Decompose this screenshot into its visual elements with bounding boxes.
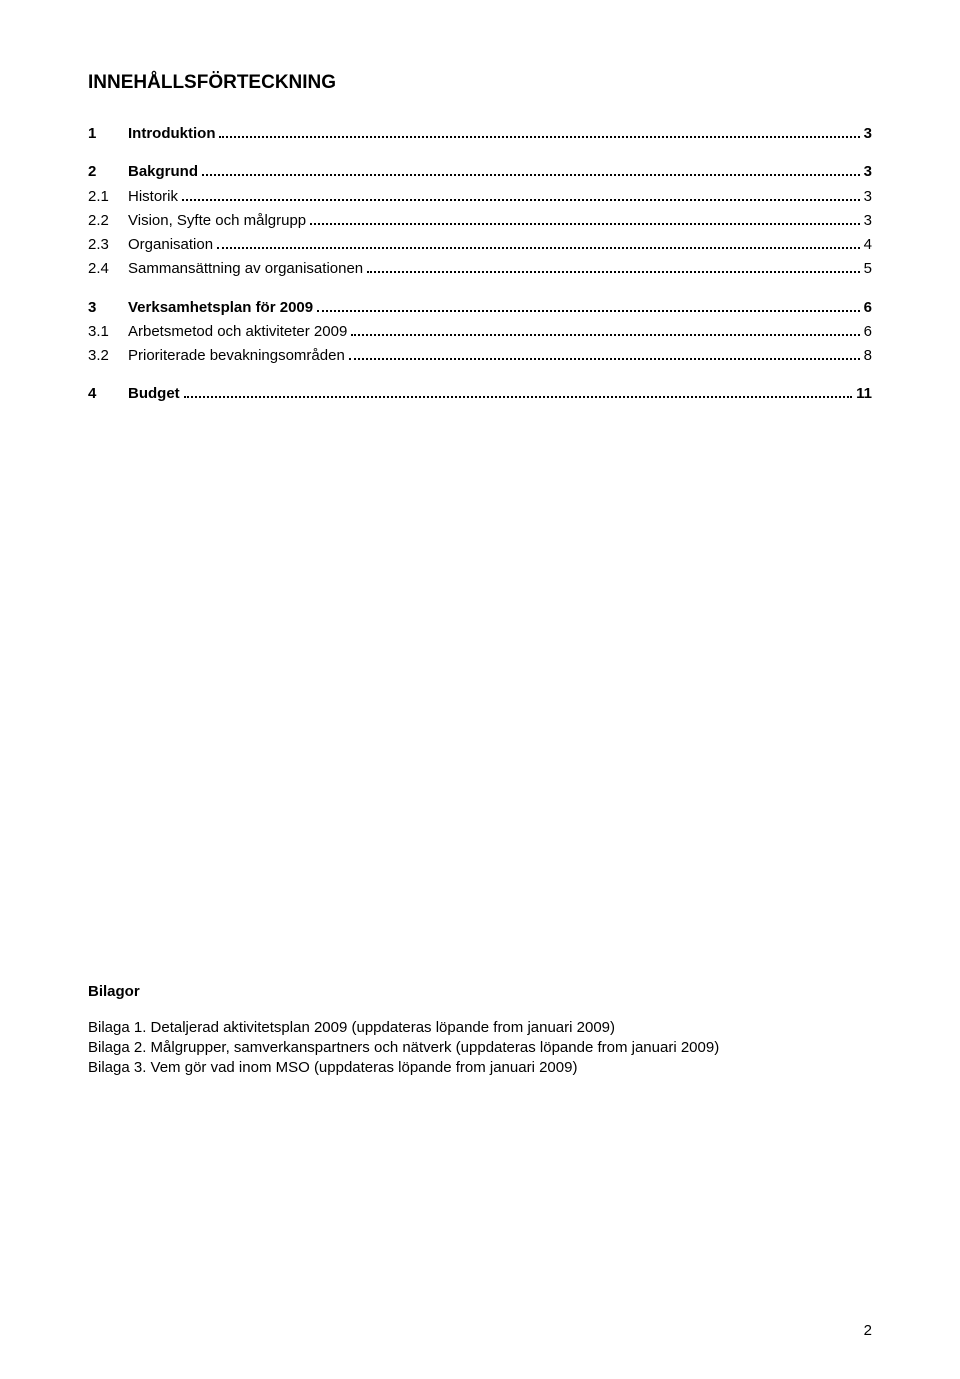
toc-number: 3.1 <box>88 322 128 342</box>
toc-label: Prioriterade bevakningsområden <box>128 346 345 366</box>
toc-page-number: 5 <box>864 259 872 279</box>
toc-number: 2.3 <box>88 235 128 255</box>
toc-number: 2.1 <box>88 187 128 207</box>
toc-page-number: 3 <box>864 162 872 182</box>
toc-row: 3.1Arbetsmetod och aktiviteter 2009 6 <box>88 322 872 342</box>
toc-row: 3.2Prioriterade bevakningsområden 8 <box>88 346 872 366</box>
toc-number: 2.4 <box>88 259 128 279</box>
toc-row: 2.2Vision, Syfte och målgrupp 3 <box>88 211 872 231</box>
toc-leader-dots <box>202 164 860 176</box>
toc-page-number: 3 <box>864 211 872 231</box>
page-title: INNEHÅLLSFÖRTECKNING <box>88 72 872 94</box>
toc-leader-dots <box>182 189 860 201</box>
toc-number: 4 <box>88 384 128 404</box>
toc-leader-dots <box>367 261 860 273</box>
toc-page-number: 6 <box>864 322 872 342</box>
toc-row: 2.1Historik 3 <box>88 187 872 207</box>
toc-label: Historik <box>128 187 178 207</box>
toc-label: Vision, Syfte och målgrupp <box>128 211 306 231</box>
toc-label: Bakgrund <box>128 162 198 182</box>
toc-page-number: 4 <box>864 235 872 255</box>
toc-row: 4Budget 11 <box>88 384 872 404</box>
toc-leader-dots <box>217 237 860 249</box>
toc-number: 2 <box>88 162 128 182</box>
toc-row: 1Introduktion 3 <box>88 124 872 144</box>
toc-row: 2.4Sammansättning av organisationen 5 <box>88 259 872 279</box>
toc-row: 2Bakgrund 3 <box>88 162 872 182</box>
table-of-contents: 1Introduktion 32Bakgrund 32.1Historik 32… <box>88 124 872 405</box>
page-number: 2 <box>864 1322 872 1339</box>
toc-page-number: 8 <box>864 346 872 366</box>
toc-leader-dots <box>219 126 859 138</box>
toc-page-number: 11 <box>856 384 872 404</box>
toc-page-number: 3 <box>864 124 872 144</box>
toc-label: Verksamhetsplan för 2009 <box>128 298 313 318</box>
page: INNEHÅLLSFÖRTECKNING 1Introduktion 32Bak… <box>0 0 960 1379</box>
toc-number: 3 <box>88 298 128 318</box>
toc-number: 2.2 <box>88 211 128 231</box>
bilagor-list: Bilaga 1. Detaljerad aktivitetsplan 2009… <box>88 1018 872 1079</box>
toc-leader-dots <box>349 348 860 360</box>
bilagor-line: Bilaga 1. Detaljerad aktivitetsplan 2009… <box>88 1018 872 1038</box>
bilagor-heading: Bilagor <box>88 983 872 1000</box>
toc-label: Budget <box>128 384 180 404</box>
toc-label: Introduktion <box>128 124 215 144</box>
toc-row: 3Verksamhetsplan för 2009 6 <box>88 298 872 318</box>
toc-leader-dots <box>184 386 852 398</box>
spacer <box>88 405 872 983</box>
toc-label: Arbetsmetod och aktiviteter 2009 <box>128 322 347 342</box>
toc-number: 3.2 <box>88 346 128 366</box>
toc-row: 2.3Organisation 4 <box>88 235 872 255</box>
toc-page-number: 6 <box>864 298 872 318</box>
bilagor-line: Bilaga 3. Vem gör vad inom MSO (uppdater… <box>88 1058 872 1078</box>
toc-label: Organisation <box>128 235 213 255</box>
toc-leader-dots <box>317 300 860 312</box>
toc-label: Sammansättning av organisationen <box>128 259 363 279</box>
toc-leader-dots <box>310 213 860 225</box>
toc-leader-dots <box>351 324 859 336</box>
bilagor-line: Bilaga 2. Målgrupper, samverkanspartners… <box>88 1038 872 1058</box>
toc-page-number: 3 <box>864 187 872 207</box>
toc-number: 1 <box>88 124 128 144</box>
